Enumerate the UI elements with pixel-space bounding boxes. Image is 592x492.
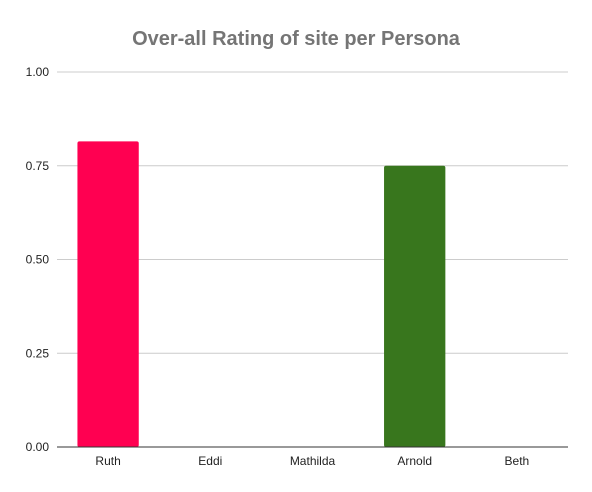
gridlines	[57, 71, 568, 354]
y-tick-label: 0.50	[26, 253, 50, 267]
y-axis-tick-labels: 0.00 0.25 0.50 0.75 1.00	[26, 65, 50, 454]
bars	[77, 141, 446, 447]
x-tick-label: Eddi	[198, 454, 222, 468]
y-tick-label: 0.75	[26, 159, 50, 173]
x-tick-label: Beth	[505, 454, 530, 468]
bar-arnold	[384, 165, 446, 447]
y-tick-label: 1.00	[26, 65, 50, 79]
x-axis-tick-labels: Ruth Eddi Mathilda Arnold Beth	[95, 454, 529, 468]
y-tick-label: 0.00	[26, 440, 50, 454]
y-tick-label: 0.25	[26, 346, 50, 360]
x-tick-label: Ruth	[95, 454, 120, 468]
x-tick-label: Mathilda	[290, 454, 336, 468]
chart-title: Over-all Rating of site per Persona	[132, 28, 461, 50]
x-tick-label: Arnold	[397, 454, 432, 468]
bar-ruth	[77, 141, 139, 447]
